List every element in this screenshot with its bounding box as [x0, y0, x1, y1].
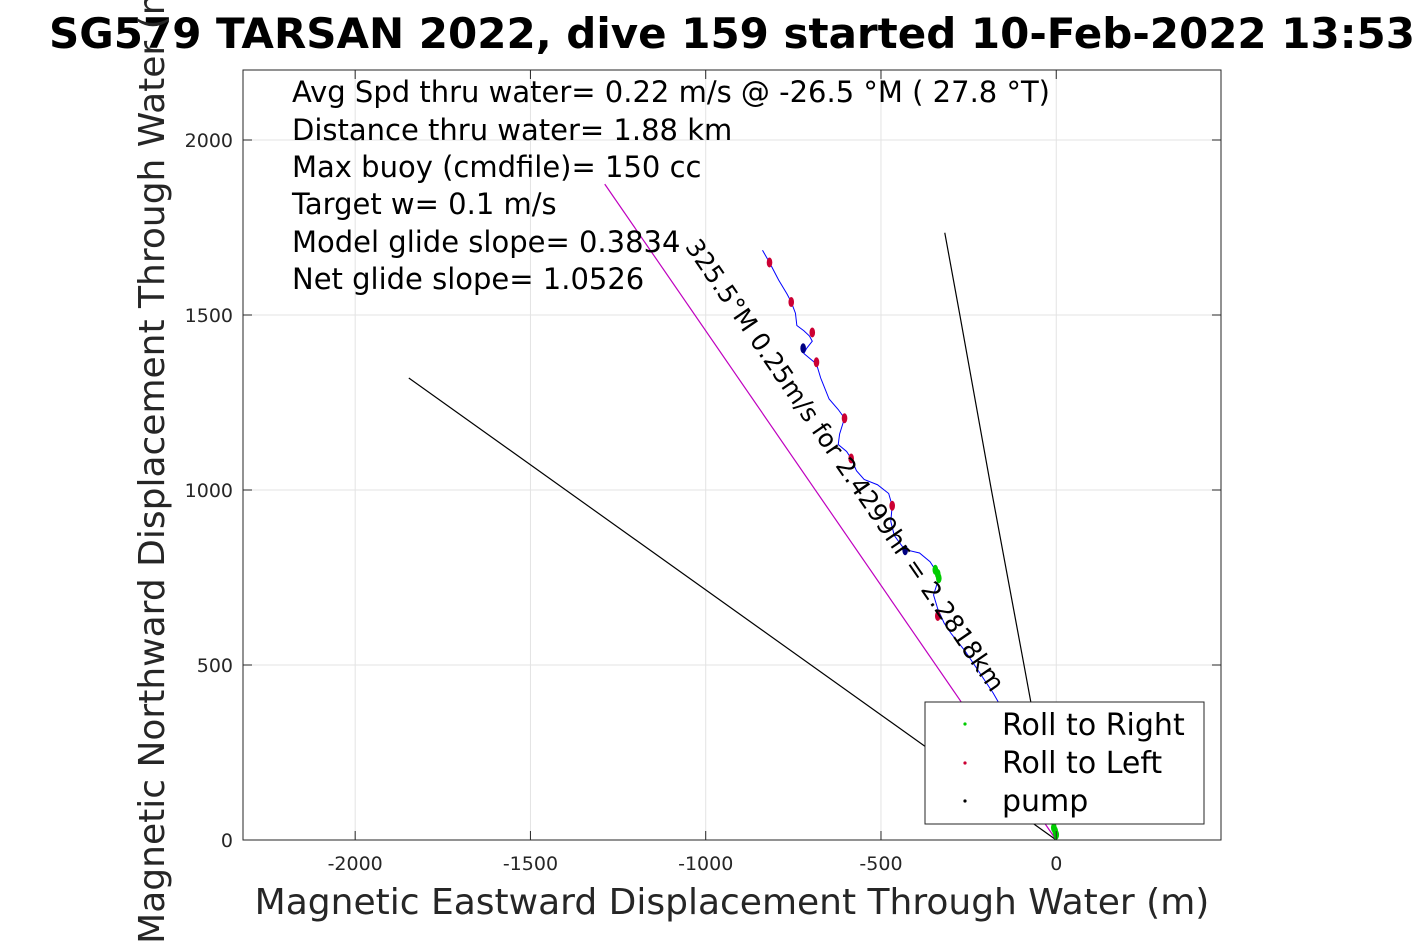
- y-tick-label: 1000: [185, 480, 233, 502]
- axis-ticks: [243, 70, 1221, 841]
- y-tick-label: 2000: [185, 130, 233, 152]
- pump-point: [800, 343, 806, 354]
- x-tick-label: -500: [859, 853, 902, 875]
- legend-label-pump: pump: [1002, 784, 1088, 819]
- roll-to-right-point: [936, 573, 942, 584]
- depth-averaged-current-label: 325.5°M 0.25m/s for 2.4299hr = 2.2818km: [680, 234, 1011, 697]
- legend-marker-roll-left: [963, 761, 967, 765]
- roll-to-left-point: [813, 357, 820, 368]
- annotation-distance: Distance thru water= 1.88 km: [292, 113, 732, 147]
- x-tick-label: -1500: [503, 853, 558, 875]
- legend: Roll to Right Roll to Left pump: [924, 701, 1205, 825]
- roll-to-left-point: [848, 453, 854, 464]
- x-tick-label: -1000: [678, 853, 733, 875]
- y-tick-label: 0: [221, 830, 233, 852]
- event-markers: [766, 257, 1060, 840]
- dive-track: [762, 250, 1057, 837]
- y-tick-label: 1500: [185, 305, 233, 327]
- legend-label-roll-right: Roll to Right: [1002, 708, 1185, 743]
- stats-annotations: Avg Spd thru water= 0.22 m/s @ -26.5 °M …: [291, 75, 1050, 296]
- roll-to-left-point: [934, 611, 941, 621]
- tick-labels: -2000 -1500 -1000 -500 0 0 500 1000 1500 2000: [185, 130, 1063, 875]
- pump-point: [902, 545, 908, 556]
- annotation-model-glide-slope: Model glide slope= 0.3834: [292, 225, 680, 259]
- annotation-avg-speed: Avg Spd thru water= 0.22 m/s @ -26.5 °M …: [292, 75, 1050, 109]
- roll-to-left-point: [889, 500, 895, 511]
- legend-marker-pump: [963, 799, 967, 803]
- roll-to-left-point: [841, 413, 848, 424]
- x-tick-label: -2000: [328, 853, 383, 875]
- dive-track-line: [762, 250, 1057, 837]
- roll-to-left-point: [809, 327, 816, 338]
- annotation-max-buoy: Max buoy (cmdfile)= 150 cc: [292, 150, 701, 184]
- x-tick-label: 0: [1050, 853, 1062, 875]
- roll-to-left-point: [788, 297, 795, 308]
- x-axis-label: Magnetic Eastward Displacement Through W…: [255, 882, 1210, 923]
- legend-label-roll-left: Roll to Left: [1002, 746, 1162, 781]
- legend-marker-roll-right: [963, 722, 967, 726]
- legend-box: [924, 701, 1205, 825]
- plot-frame: [242, 69, 1222, 841]
- annotation-net-glide-slope: Net glide slope= 1.0526: [292, 262, 644, 296]
- roll-to-left-point: [766, 257, 773, 268]
- y-axis-label: Magnetic Northward Displacement Through …: [132, 0, 173, 944]
- annotation-target-w: Target w= 0.1 m/s: [291, 187, 557, 221]
- chart-title: SG579 TARSAN 2022, dive 159 started 10-F…: [49, 9, 1415, 58]
- y-tick-label: 500: [197, 655, 233, 677]
